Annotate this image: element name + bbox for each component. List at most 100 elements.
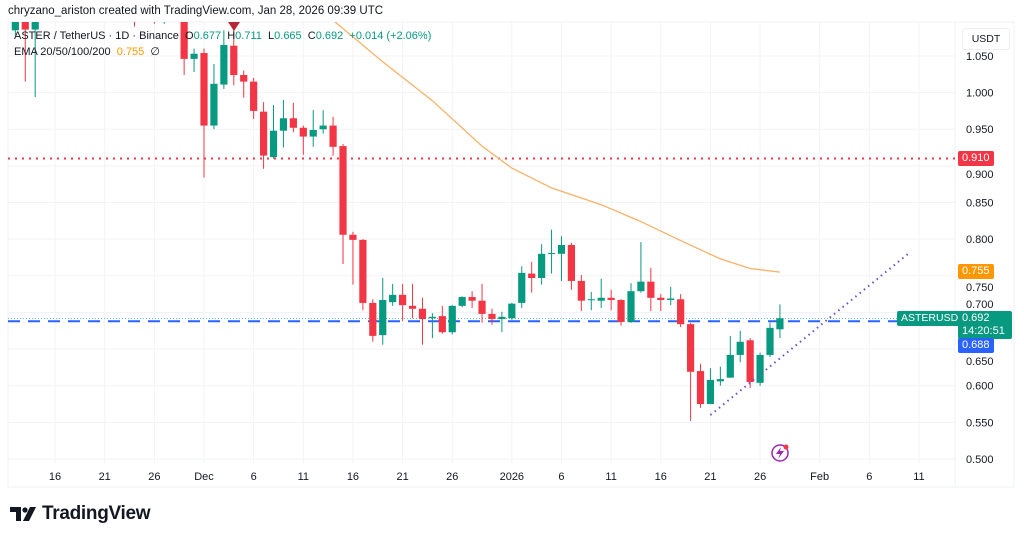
grid [8,22,955,463]
candle[interactable] [349,231,357,285]
price-tick-label: 0.800 [966,234,994,246]
candle[interactable] [259,102,268,169]
candle[interactable] [289,102,297,133]
chart-frame [7,21,1015,488]
candle[interactable] [438,305,446,334]
candle[interactable] [220,30,228,89]
candle[interactable] [230,26,238,86]
candle[interactable] [597,278,605,309]
candle[interactable] [448,305,456,335]
candle[interactable] [408,283,417,319]
candle[interactable] [389,283,397,306]
candle[interactable] [279,99,288,148]
candle[interactable] [11,12,19,36]
price-tick-label: 0.850 [966,198,994,210]
candle[interactable] [171,0,178,21]
candle[interactable] [478,283,486,323]
candle[interactable] [190,48,198,73]
candle[interactable] [210,64,218,130]
candle-body [528,273,536,278]
candle[interactable] [339,143,347,265]
legend-symbol-row: ASTER / TetherUS · 1D · Binance O0.677 H… [14,30,431,42]
candle[interactable] [428,313,436,339]
candle[interactable] [726,335,734,378]
candle[interactable] [627,283,635,323]
candle[interactable] [538,244,546,285]
marker-triangle-icon [228,22,240,31]
candle[interactable] [736,330,744,363]
candle[interactable] [617,299,625,326]
candle[interactable] [319,110,327,134]
price-axis[interactable]: 1.050 1.000 0.950 0.900 0.850 0.800 0.750 0.700… [966,51,994,466]
candle[interactable] [766,322,774,358]
candle[interactable] [528,261,536,293]
candle[interactable] [359,239,367,311]
candle[interactable] [31,16,39,97]
candle-body [11,22,19,31]
candle[interactable] [667,286,675,306]
candle[interactable] [686,322,695,421]
candle[interactable] [716,366,724,386]
candle[interactable] [488,308,496,325]
candle[interactable] [200,48,208,178]
candle[interactable] [607,289,615,311]
lightning-icon[interactable] [771,444,789,462]
candle[interactable] [746,338,754,388]
candle-body [716,379,724,382]
candle[interactable] [21,12,29,82]
candle[interactable] [756,352,764,386]
legend-symbol[interactable]: ASTER / TetherUS · 1D · Binance [14,30,179,42]
candle-body [766,327,774,355]
candle[interactable] [677,294,685,328]
candle[interactable] [309,110,317,147]
candle[interactable] [508,302,516,320]
candle[interactable] [379,277,387,345]
candle[interactable] [240,70,248,98]
candle-body [577,280,585,301]
candle[interactable] [518,266,526,309]
candle[interactable] [637,242,645,293]
time-axis[interactable]: 16 21 26 Dec 6 11 16 21 26 2026 6 11 16 21 26 Feb 6 11 [49,471,925,483]
candle[interactable] [161,5,168,24]
price-tick-label: 0.650 [966,356,994,368]
candle[interactable] [151,0,158,24]
ema-value: 0.755 [116,46,145,58]
candle-body [657,297,665,300]
candle-body [161,19,168,21]
time-tick-label: 26 [754,471,766,483]
symbol-label: ASTERUSDT [897,311,969,326]
candle[interactable] [269,105,278,159]
candle[interactable] [399,283,407,322]
candle[interactable] [776,304,784,339]
candle-body [299,127,307,137]
candle[interactable] [567,242,576,290]
price-tick-label: 0.900 [966,169,994,181]
candle[interactable] [547,229,556,274]
candle-body [478,300,486,314]
tradingview-logo[interactable]: TradingView [10,503,151,525]
candle-body [279,118,288,131]
candle[interactable] [418,297,427,345]
ema-line[interactable] [323,12,780,273]
candle[interactable] [577,275,585,311]
candle[interactable] [299,125,307,155]
candle[interactable] [250,77,258,119]
candle[interactable] [657,294,665,311]
price-tick-label: 1.050 [966,51,994,63]
ema-label[interactable]: EMA 20/50/100/200 [14,46,111,58]
candle[interactable] [468,291,476,309]
currency-button[interactable]: USDT [962,28,1010,50]
candle[interactable] [498,311,506,333]
candle[interactable] [329,116,337,156]
time-tick-label: Feb [810,471,829,483]
candle[interactable] [647,267,655,311]
candle[interactable] [458,296,466,308]
candle[interactable] [557,236,566,281]
candle[interactable] [706,368,715,405]
candle[interactable] [696,363,705,408]
candles[interactable] [11,0,784,421]
candle[interactable] [180,5,188,76]
candle[interactable] [587,291,595,311]
candle[interactable] [369,299,377,342]
